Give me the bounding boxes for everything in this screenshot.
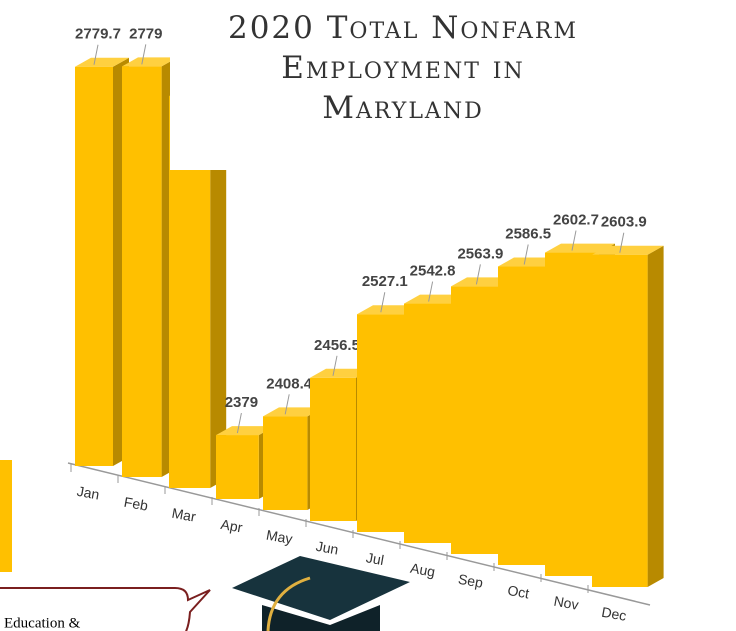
chart-title: 2020 Total Nonfarm Employment in Marylan… bbox=[170, 0, 616, 170]
label-leader bbox=[571, 230, 577, 251]
bar-top bbox=[310, 368, 372, 378]
bar bbox=[263, 416, 308, 510]
bar bbox=[451, 286, 502, 554]
bar bbox=[592, 254, 648, 588]
data-label: 2527.1 bbox=[362, 273, 408, 290]
label-leader bbox=[428, 281, 434, 302]
bar bbox=[75, 66, 113, 466]
data-label: 2379 bbox=[225, 394, 258, 411]
bar-top bbox=[122, 57, 178, 67]
label-leader bbox=[475, 264, 481, 285]
bar-top bbox=[216, 426, 275, 436]
x-tick-label: Aug bbox=[409, 560, 436, 580]
bars: 2779.7Jan2779Feb2745Mar2379Apr2408.4May2… bbox=[67, 25, 664, 624]
bar bbox=[310, 377, 356, 521]
data-label: 2602.7 bbox=[553, 212, 599, 229]
data-label: 2563.9 bbox=[457, 245, 503, 262]
label-leader bbox=[380, 292, 386, 313]
x-tick-label: Apr bbox=[220, 516, 245, 536]
data-label: 2542.8 bbox=[410, 263, 456, 280]
side-strip bbox=[0, 460, 12, 572]
bar-top bbox=[545, 243, 615, 253]
x-tick-label: Oct bbox=[506, 582, 530, 602]
x-tick-label: Dec bbox=[600, 604, 627, 624]
x-tick-label: Jun bbox=[315, 538, 340, 558]
bar bbox=[122, 66, 162, 477]
graduation-cap bbox=[232, 556, 410, 631]
bar-side bbox=[210, 87, 227, 488]
bar-top bbox=[592, 245, 664, 255]
label-leader bbox=[523, 244, 529, 265]
x-tick-label: Feb bbox=[123, 494, 150, 514]
x-tick-label: May bbox=[265, 527, 294, 547]
label-leader bbox=[93, 44, 99, 65]
callout-text: Education & bbox=[4, 615, 81, 631]
label-leader bbox=[619, 232, 625, 253]
x-tick-label: Jul bbox=[365, 549, 385, 568]
bar bbox=[357, 314, 405, 532]
bar-top bbox=[75, 57, 129, 67]
x-tick-label: Jan bbox=[76, 483, 101, 503]
label-leader bbox=[332, 355, 338, 376]
x-tick-label: Sep bbox=[457, 571, 485, 591]
data-label: 2586.5 bbox=[505, 225, 551, 242]
x-tick-label: Mar bbox=[171, 505, 198, 525]
data-label: 2603.9 bbox=[601, 214, 647, 231]
bar-side bbox=[647, 245, 664, 588]
label-leader bbox=[141, 44, 147, 65]
data-label: 2779.7 bbox=[75, 26, 121, 43]
bar bbox=[498, 266, 551, 565]
label-leader bbox=[236, 412, 242, 434]
bar bbox=[404, 303, 454, 543]
label-leader bbox=[284, 394, 290, 415]
x-tick-label: Nov bbox=[553, 593, 580, 613]
data-label: 2456.5 bbox=[314, 337, 360, 354]
data-label: 2408.4 bbox=[266, 375, 313, 392]
bar bbox=[545, 252, 599, 576]
bar-top bbox=[263, 407, 324, 417]
bar bbox=[216, 435, 259, 499]
callout-bubble bbox=[0, 587, 211, 631]
data-label: 2779 bbox=[129, 25, 162, 42]
